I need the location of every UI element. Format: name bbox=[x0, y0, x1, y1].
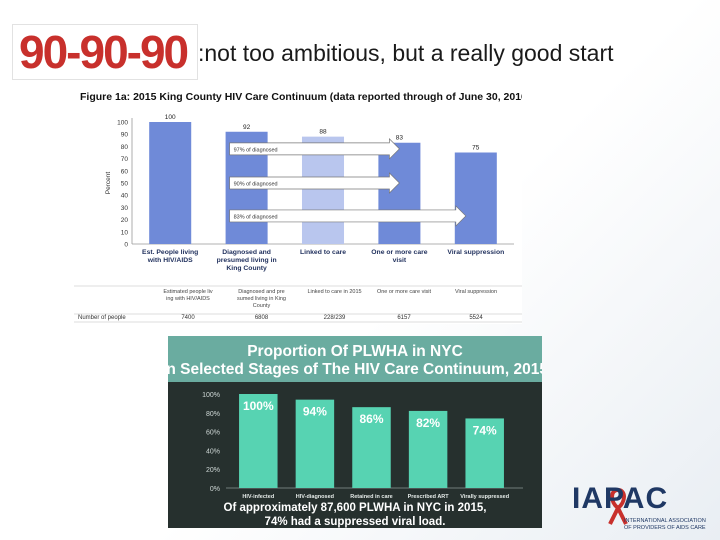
y-tick-label: 50 bbox=[121, 181, 129, 188]
table-header-cell: County bbox=[253, 303, 271, 309]
y-tick-label: 90 bbox=[121, 132, 129, 139]
category-label: Retained in care bbox=[350, 494, 393, 500]
data-label: 100% bbox=[243, 399, 274, 413]
y-tick-label: 0 bbox=[124, 242, 128, 249]
annotation-arrow bbox=[229, 137, 400, 160]
category-label: King County bbox=[226, 265, 267, 272]
table-header-cell: sumed living in King bbox=[237, 296, 286, 302]
data-label: 94% bbox=[303, 405, 327, 419]
king-county-chart: Figure 1a: 2015 King County HIV Care Con… bbox=[74, 91, 530, 323]
table-cell: 6157 bbox=[397, 315, 411, 321]
y-tick-label: 30 bbox=[121, 205, 129, 212]
category-label: with HIV/AIDS bbox=[147, 257, 193, 264]
bar-1 bbox=[295, 399, 335, 488]
y-tick-label: 80 bbox=[121, 144, 129, 151]
category-label: Prescribed ART bbox=[408, 494, 450, 500]
bar-3 bbox=[378, 142, 421, 244]
y-tick-label: 40% bbox=[206, 448, 220, 455]
category-label: One or more care bbox=[371, 249, 428, 256]
y-tick-label: 10 bbox=[121, 229, 129, 236]
chart-title: Figure 1a: 2015 King County HIV Care Con… bbox=[80, 91, 522, 103]
bar-0 bbox=[149, 122, 192, 244]
annotation-arrow bbox=[229, 172, 400, 194]
chart-header-band bbox=[168, 336, 542, 382]
annotation-label: 97% of diagnosed bbox=[234, 147, 278, 153]
bar-4 bbox=[454, 152, 497, 244]
table-header-cell: Linked to care in 2015 bbox=[307, 289, 361, 295]
y-tick-label: 80% bbox=[206, 411, 220, 418]
data-label: 92 bbox=[243, 124, 251, 131]
table-cell: 7400 bbox=[181, 315, 195, 321]
data-label: 82% bbox=[416, 416, 440, 430]
data-label: 100 bbox=[165, 114, 176, 121]
data-label: 74% bbox=[473, 423, 497, 437]
y-tick-label: 0% bbox=[210, 486, 220, 493]
table-cell: Number of people bbox=[78, 315, 126, 321]
category-label: HIV-diagnosed bbox=[296, 494, 334, 500]
category-label: presumed living in bbox=[217, 257, 277, 264]
chart-title-line2: in Selected Stages of The HIV Care Conti… bbox=[168, 361, 542, 378]
category-label: visit bbox=[393, 257, 407, 264]
iapac-logo: IAPAC INTERNATIONAL ASSOCIATION OF PROVI… bbox=[566, 478, 714, 536]
category-label: Diagnosed and bbox=[222, 249, 271, 256]
category-label: Viral suppression bbox=[447, 249, 504, 256]
bar-4 bbox=[465, 418, 504, 488]
data-label: 86% bbox=[359, 412, 383, 426]
logo-text: 90-90-90 bbox=[19, 26, 189, 78]
bar-2 bbox=[352, 407, 391, 488]
slide-title: :not too ambitious, but a really good st… bbox=[198, 40, 614, 66]
table-cell: 5524 bbox=[469, 315, 483, 321]
category-label: Linked to care bbox=[300, 249, 346, 256]
bar-0 bbox=[239, 394, 278, 488]
org-subtitle-line1: INTERNATIONAL ASSOCIATION bbox=[624, 518, 706, 524]
table-cell: 6808 bbox=[255, 315, 269, 321]
category-label: Virally suppressed bbox=[460, 494, 509, 500]
category-label: Est. People living bbox=[142, 249, 198, 256]
ribbon-icon bbox=[608, 487, 628, 525]
y-axis-label: Percent bbox=[105, 172, 112, 195]
annotation-arrow bbox=[229, 205, 467, 227]
table-cell: 228/239 bbox=[324, 315, 346, 321]
y-tick-label: 100% bbox=[202, 392, 220, 399]
data-label: 75 bbox=[472, 145, 480, 152]
y-tick-label: 60% bbox=[206, 430, 220, 437]
nyc-chart-panel: Proportion Of PLWHA in NYC in Selected St… bbox=[168, 336, 542, 528]
org-name: IAPAC bbox=[572, 482, 669, 515]
king-county-chart-panel: Figure 1a: 2015 King County HIV Care Con… bbox=[74, 86, 530, 324]
data-label: 83 bbox=[396, 135, 404, 142]
annotation-label: 83% of diagnosed bbox=[234, 214, 278, 220]
table-header-cell: One or more care visit bbox=[377, 289, 432, 295]
table-header-cell: Viral suppression bbox=[455, 289, 497, 295]
ninety-ninety-ninety-logo: 90-90-90 bbox=[12, 24, 198, 80]
table-header-cell: Estimated people liv bbox=[163, 289, 212, 295]
y-tick-label: 20 bbox=[121, 217, 129, 224]
table-header-cell: ing with HIV/AIDS bbox=[166, 296, 210, 302]
y-tick-label: 60 bbox=[121, 168, 129, 175]
chart-title-line1: Proportion Of PLWHA in NYC bbox=[247, 343, 463, 360]
y-tick-label: 40 bbox=[121, 193, 129, 200]
category-label: HIV-infected bbox=[242, 494, 274, 500]
footer-line2: 74% had a suppressed viral load. bbox=[265, 516, 446, 528]
y-tick-label: 20% bbox=[206, 467, 220, 474]
table-header-cell: Diagnosed and pre bbox=[238, 289, 284, 295]
bar-3 bbox=[408, 410, 448, 488]
footer-line1: Of approximately 87,600 PLWHA in NYC in … bbox=[224, 502, 487, 514]
y-tick-label: 100 bbox=[117, 120, 128, 127]
annotation-label: 90% of diagnosed bbox=[234, 182, 278, 188]
y-tick-label: 70 bbox=[121, 156, 129, 163]
org-subtitle-line2: OF PROVIDERS OF AIDS CARE bbox=[624, 525, 706, 531]
data-label: 88 bbox=[319, 129, 327, 136]
